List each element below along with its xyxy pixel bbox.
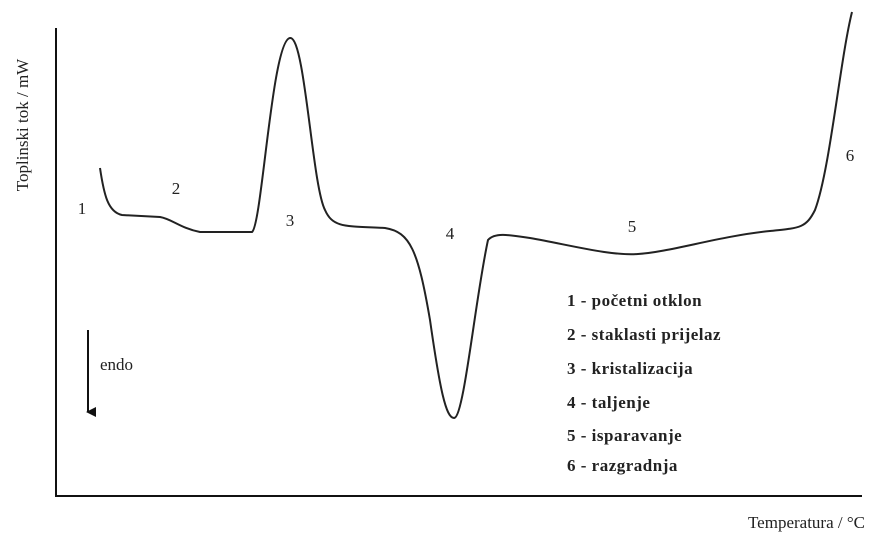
x-axis-label: Temperatura / °C [748, 513, 865, 532]
point-label: 5 [628, 217, 637, 236]
endo-label: endo [100, 355, 133, 374]
point-label: 1 [78, 199, 87, 218]
y-axis-label: Toplinski tok / mW [13, 58, 32, 191]
point-label: 6 [846, 146, 855, 165]
legend-item: 4 - taljenje [567, 393, 650, 412]
point-label: 4 [446, 224, 455, 243]
legend-item: 1 - početni otklon [567, 291, 702, 310]
legend-item: 6 - razgradnja [567, 456, 678, 475]
point-label: 3 [286, 211, 295, 230]
legend-item: 3 - kristalizacija [567, 359, 693, 378]
dsc-curve [99, 11, 853, 420]
legend-item: 5 - isparavanje [567, 426, 682, 445]
legend-item: 2 - staklasti prijelaz [567, 325, 721, 344]
point-label: 2 [172, 179, 181, 198]
